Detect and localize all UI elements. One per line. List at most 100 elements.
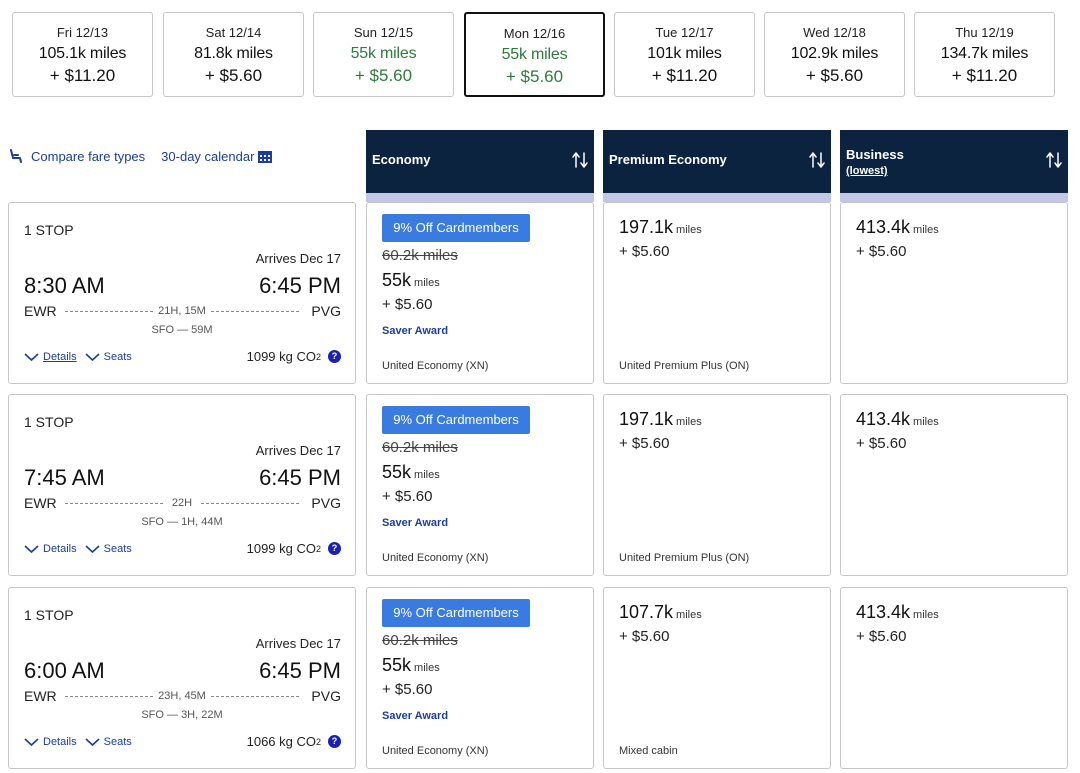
column-header-premium-economy[interactable]: Premium Economy — [603, 130, 831, 202]
fare-miles-value: 55k — [382, 462, 412, 482]
cardmember-discount-badge: 9% Off Cardmembers — [382, 406, 530, 434]
fare-premium-economy[interactable]: 197.1k miles + $5.60 United Premium Plus … — [603, 202, 831, 384]
chevron-down-icon — [24, 738, 39, 747]
date-strip: Fri 12/13 105.1k miles + $11.20 Sat 12/1… — [12, 12, 1064, 98]
date-label: Sun 12/15 — [353, 25, 414, 40]
fare-cabin: United Economy (XN) — [382, 745, 489, 757]
calendar-icon — [258, 150, 273, 163]
column-header-economy[interactable]: Economy — [366, 130, 594, 202]
results-tools: Compare fare types 30-day calendar — [8, 147, 273, 165]
date-card-fri-12-13[interactable]: Fri 12/13 105.1k miles + $11.20 — [12, 12, 153, 97]
details-toggle[interactable]: Details — [24, 736, 77, 748]
date-card-wed-12-18[interactable]: Wed 12/18 102.9k miles + $5.60 — [764, 12, 905, 97]
date-card-mon-12-16[interactable]: Mon 12/16 55k miles + $5.60 — [464, 12, 605, 97]
co2-value: 1099 kg CO — [246, 349, 316, 364]
date-miles: 101k miles — [647, 45, 722, 62]
fare-miles-unit: miles — [414, 662, 440, 674]
seats-label: Seats — [103, 736, 132, 748]
fare-tax: + $5.60 — [619, 243, 670, 260]
seats-label: Seats — [103, 351, 132, 363]
fare-miles-value: 55k — [382, 270, 412, 290]
flight-duration: 23H, 45M — [154, 690, 210, 702]
fare-business[interactable]: 413.4k miles + $5.60 — [840, 202, 1068, 384]
fare-tax: + $5.60 — [382, 296, 433, 313]
fare-cabin: United Economy (XN) — [382, 552, 489, 564]
destination-airport: PVG — [311, 688, 341, 704]
calendar-link[interactable]: 30-day calendar — [161, 149, 273, 164]
co2-emissions: 1066 kg CO 2 ? — [247, 734, 341, 749]
date-label: Sat 12/14 — [205, 25, 262, 40]
arrival-time: 6:45 PM — [259, 273, 341, 298]
date-card-sun-12-15[interactable]: Sun 12/15 55k miles + $5.60 — [313, 12, 454, 97]
seat-icon — [10, 149, 22, 163]
fare-business[interactable]: 413.4k miles + $5.60 — [840, 394, 1068, 576]
fare-premium-economy[interactable]: 107.7k miles + $5.60 Mixed cabin — [603, 587, 831, 769]
column-header-business[interactable]: Business (lowest) — [840, 130, 1068, 202]
layover-info: SFO — 59M — [151, 324, 213, 336]
date-card-thu-12-19[interactable]: Thu 12/19 134.7k miles + $11.20 — [914, 12, 1055, 97]
route-line: 23H, 45M — [65, 690, 299, 704]
fare-cabin: Mixed cabin — [619, 745, 678, 757]
saver-award-label: Saver Award — [382, 325, 449, 337]
route-dash — [65, 503, 164, 504]
co2-emissions: 1099 kg CO 2 ? — [247, 349, 341, 364]
cardmember-discount-badge: 9% Off Cardmembers — [382, 214, 530, 242]
fare-economy[interactable]: 9% Off Cardmembers 60.2k miles 55k miles … — [366, 587, 594, 769]
seats-label: Seats — [103, 543, 132, 555]
fare-economy[interactable]: 9% Off Cardmembers 60.2k miles 55k miles … — [366, 202, 594, 384]
date-tax: + $5.60 — [505, 67, 564, 86]
chevron-down-icon — [24, 353, 39, 362]
sort-icon[interactable] — [572, 151, 588, 169]
fare-tax: + $5.60 — [382, 488, 433, 505]
route-dash — [65, 696, 164, 697]
co2-subscript: 2 — [315, 736, 321, 747]
arrival-date: Arrives Dec 17 — [255, 251, 341, 266]
sort-icon[interactable] — [1046, 151, 1062, 169]
seats-toggle[interactable]: Seats — [85, 736, 132, 748]
co2-subscript: 2 — [315, 351, 321, 362]
flight-actions: Details Seats — [24, 736, 140, 748]
route-dash — [200, 696, 299, 697]
chevron-down-icon — [24, 545, 39, 554]
business-lowest-link[interactable]: (lowest) — [846, 165, 888, 177]
seats-toggle[interactable]: Seats — [85, 351, 132, 363]
fare-miles: 107.7k miles — [619, 602, 702, 623]
fare-premium-economy[interactable]: 197.1k miles + $5.60 United Premium Plus … — [603, 394, 831, 576]
help-icon[interactable]: ? — [328, 735, 341, 748]
fare-miles-unit: miles — [913, 609, 939, 621]
fare-cabin: United Premium Plus (ON) — [619, 360, 750, 372]
date-card-tue-12-17[interactable]: Tue 12/17 101k miles + $11.20 — [614, 12, 755, 97]
fare-miles-unit: miles — [913, 416, 939, 428]
date-tax: + $5.60 — [354, 66, 413, 85]
stops-label: 1 STOP — [24, 222, 74, 238]
co2-value: 1066 kg CO — [246, 734, 316, 749]
date-label: Mon 12/16 — [503, 26, 566, 41]
flight-duration: 22H — [167, 497, 197, 509]
fare-miles-value: 197.1k — [619, 409, 674, 429]
route-dash — [65, 311, 164, 312]
fare-economy[interactable]: 9% Off Cardmembers 60.2k miles 55k miles … — [366, 394, 594, 576]
flight-actions: Details Seats — [24, 351, 140, 363]
chevron-down-icon — [85, 353, 100, 362]
layover-info: SFO — 3H, 22M — [141, 709, 223, 721]
compare-fare-types-link[interactable]: Compare fare types — [8, 148, 145, 164]
date-miles: 134.7k miles — [940, 45, 1029, 62]
date-tax: + $5.60 — [805, 66, 864, 85]
details-label: Details — [43, 736, 77, 748]
help-icon[interactable]: ? — [328, 542, 341, 555]
arrival-date: Arrives Dec 17 — [255, 443, 341, 458]
details-toggle[interactable]: Details — [24, 351, 77, 363]
date-tax: + $11.20 — [651, 66, 718, 85]
stops-label: 1 STOP — [24, 607, 74, 623]
saver-award-label: Saver Award — [382, 710, 449, 722]
sort-icon[interactable] — [809, 151, 825, 169]
details-toggle[interactable]: Details — [24, 543, 77, 555]
arrival-time: 6:45 PM — [259, 465, 341, 490]
seats-toggle[interactable]: Seats — [85, 543, 132, 555]
date-card-sat-12-14[interactable]: Sat 12/14 81.8k miles + $5.60 — [163, 12, 304, 97]
fare-miles-value: 197.1k — [619, 217, 674, 237]
help-icon[interactable]: ? — [328, 350, 341, 363]
date-label: Tue 12/17 — [655, 25, 714, 40]
chevron-down-icon — [85, 545, 100, 554]
fare-business[interactable]: 413.4k miles + $5.60 — [840, 587, 1068, 769]
